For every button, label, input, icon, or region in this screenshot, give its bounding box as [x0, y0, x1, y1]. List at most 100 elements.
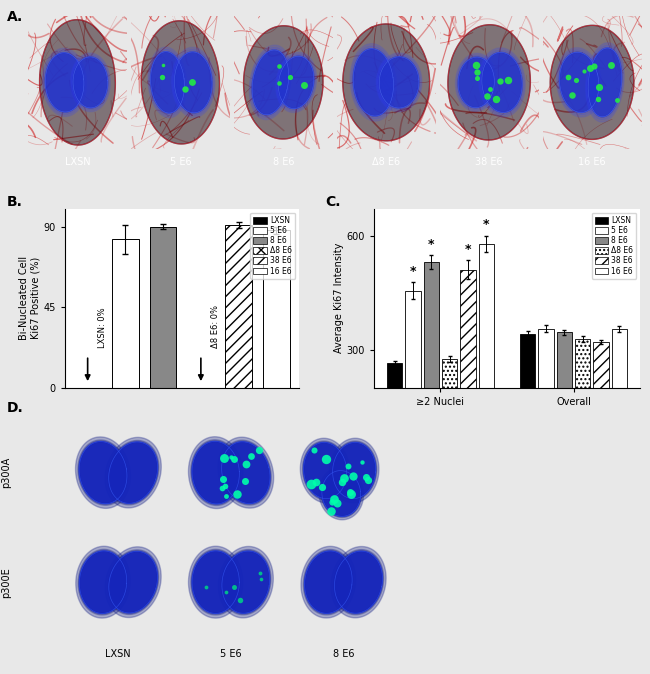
Polygon shape: [304, 443, 346, 499]
Polygon shape: [350, 44, 396, 121]
Text: LXSN: LXSN: [64, 156, 90, 166]
Polygon shape: [333, 549, 383, 615]
Y-axis label: Bi-Nucleated Cell
Ki67 Positive (%): Bi-Nucleated Cell Ki67 Positive (%): [20, 256, 41, 340]
Polygon shape: [558, 50, 601, 115]
Polygon shape: [251, 47, 290, 117]
Text: *: *: [428, 238, 434, 251]
Polygon shape: [148, 47, 187, 118]
Polygon shape: [42, 49, 87, 117]
Bar: [460, 270, 476, 388]
Polygon shape: [252, 50, 289, 115]
Polygon shape: [321, 470, 361, 518]
Text: LXSN: LXSN: [105, 649, 131, 659]
Polygon shape: [191, 549, 240, 615]
Polygon shape: [277, 54, 315, 111]
Polygon shape: [378, 55, 421, 110]
Polygon shape: [244, 26, 323, 139]
Text: B.: B.: [6, 195, 22, 210]
Text: D.: D.: [6, 401, 23, 415]
Polygon shape: [188, 437, 243, 509]
Polygon shape: [456, 53, 497, 111]
Polygon shape: [335, 551, 382, 613]
Polygon shape: [76, 546, 130, 618]
Polygon shape: [480, 50, 524, 115]
Text: Δ8 E6: Δ8 E6: [372, 156, 400, 166]
Polygon shape: [173, 49, 214, 115]
Bar: [520, 334, 536, 388]
Polygon shape: [457, 55, 496, 110]
Polygon shape: [333, 442, 376, 499]
Legend: LXSN, 5 E6, 8 E6, Δ8 E6, 38 E6, 16 E6: LXSN, 5 E6, 8 E6, Δ8 E6, 38 E6, 16 E6: [592, 213, 636, 278]
Polygon shape: [319, 467, 363, 520]
Polygon shape: [73, 57, 108, 108]
Polygon shape: [141, 21, 220, 144]
Polygon shape: [550, 26, 634, 140]
Bar: [538, 329, 554, 388]
Bar: [387, 363, 402, 388]
Polygon shape: [191, 440, 240, 506]
Polygon shape: [448, 25, 530, 140]
Polygon shape: [70, 53, 111, 112]
Bar: [424, 262, 439, 388]
Polygon shape: [379, 57, 419, 108]
Text: A.: A.: [6, 10, 23, 24]
Polygon shape: [105, 547, 161, 617]
Polygon shape: [330, 438, 379, 503]
Polygon shape: [75, 437, 131, 508]
Y-axis label: Average Ki67 Intensity: Average Ki67 Intensity: [333, 243, 344, 353]
Polygon shape: [482, 53, 522, 113]
Polygon shape: [560, 53, 599, 113]
Bar: [442, 359, 457, 388]
Polygon shape: [109, 442, 157, 503]
Polygon shape: [352, 46, 395, 119]
Polygon shape: [353, 49, 393, 116]
Text: Δ8 E6: 0%: Δ8 E6: 0%: [211, 305, 220, 348]
Bar: [405, 290, 421, 388]
Bar: [593, 342, 609, 388]
Polygon shape: [218, 437, 274, 508]
Polygon shape: [78, 440, 128, 506]
Bar: [150, 226, 176, 388]
Polygon shape: [458, 57, 495, 108]
Polygon shape: [79, 441, 127, 503]
Polygon shape: [192, 441, 239, 504]
Polygon shape: [72, 55, 109, 110]
Polygon shape: [300, 438, 350, 503]
Polygon shape: [587, 45, 623, 119]
Polygon shape: [305, 551, 352, 613]
Polygon shape: [109, 551, 157, 613]
Polygon shape: [250, 45, 291, 119]
Polygon shape: [276, 53, 317, 113]
Text: *: *: [410, 265, 416, 278]
Polygon shape: [44, 51, 85, 115]
Polygon shape: [376, 53, 422, 112]
Bar: [612, 330, 627, 388]
Polygon shape: [174, 52, 212, 113]
Polygon shape: [46, 53, 84, 112]
Polygon shape: [79, 551, 127, 613]
Polygon shape: [222, 442, 270, 503]
Text: *: *: [465, 243, 471, 255]
Polygon shape: [40, 20, 115, 145]
Polygon shape: [150, 49, 186, 115]
Polygon shape: [556, 48, 602, 117]
Text: p300A: p300A: [1, 457, 12, 488]
Text: 8 E6: 8 E6: [333, 649, 354, 659]
Polygon shape: [192, 551, 239, 613]
Bar: [226, 225, 252, 388]
Text: 5 E6: 5 E6: [170, 156, 191, 166]
Polygon shape: [302, 441, 348, 500]
Text: 8 E6: 8 E6: [272, 156, 294, 166]
Polygon shape: [278, 56, 314, 109]
Polygon shape: [479, 48, 525, 117]
Polygon shape: [218, 547, 273, 618]
Text: p300E: p300E: [1, 567, 12, 598]
Polygon shape: [221, 549, 271, 615]
Text: C.: C.: [325, 195, 341, 210]
Polygon shape: [172, 47, 215, 117]
Polygon shape: [151, 52, 185, 113]
Text: 38 E6: 38 E6: [475, 156, 503, 166]
Bar: [112, 239, 138, 388]
Polygon shape: [220, 440, 271, 505]
Polygon shape: [105, 437, 161, 508]
